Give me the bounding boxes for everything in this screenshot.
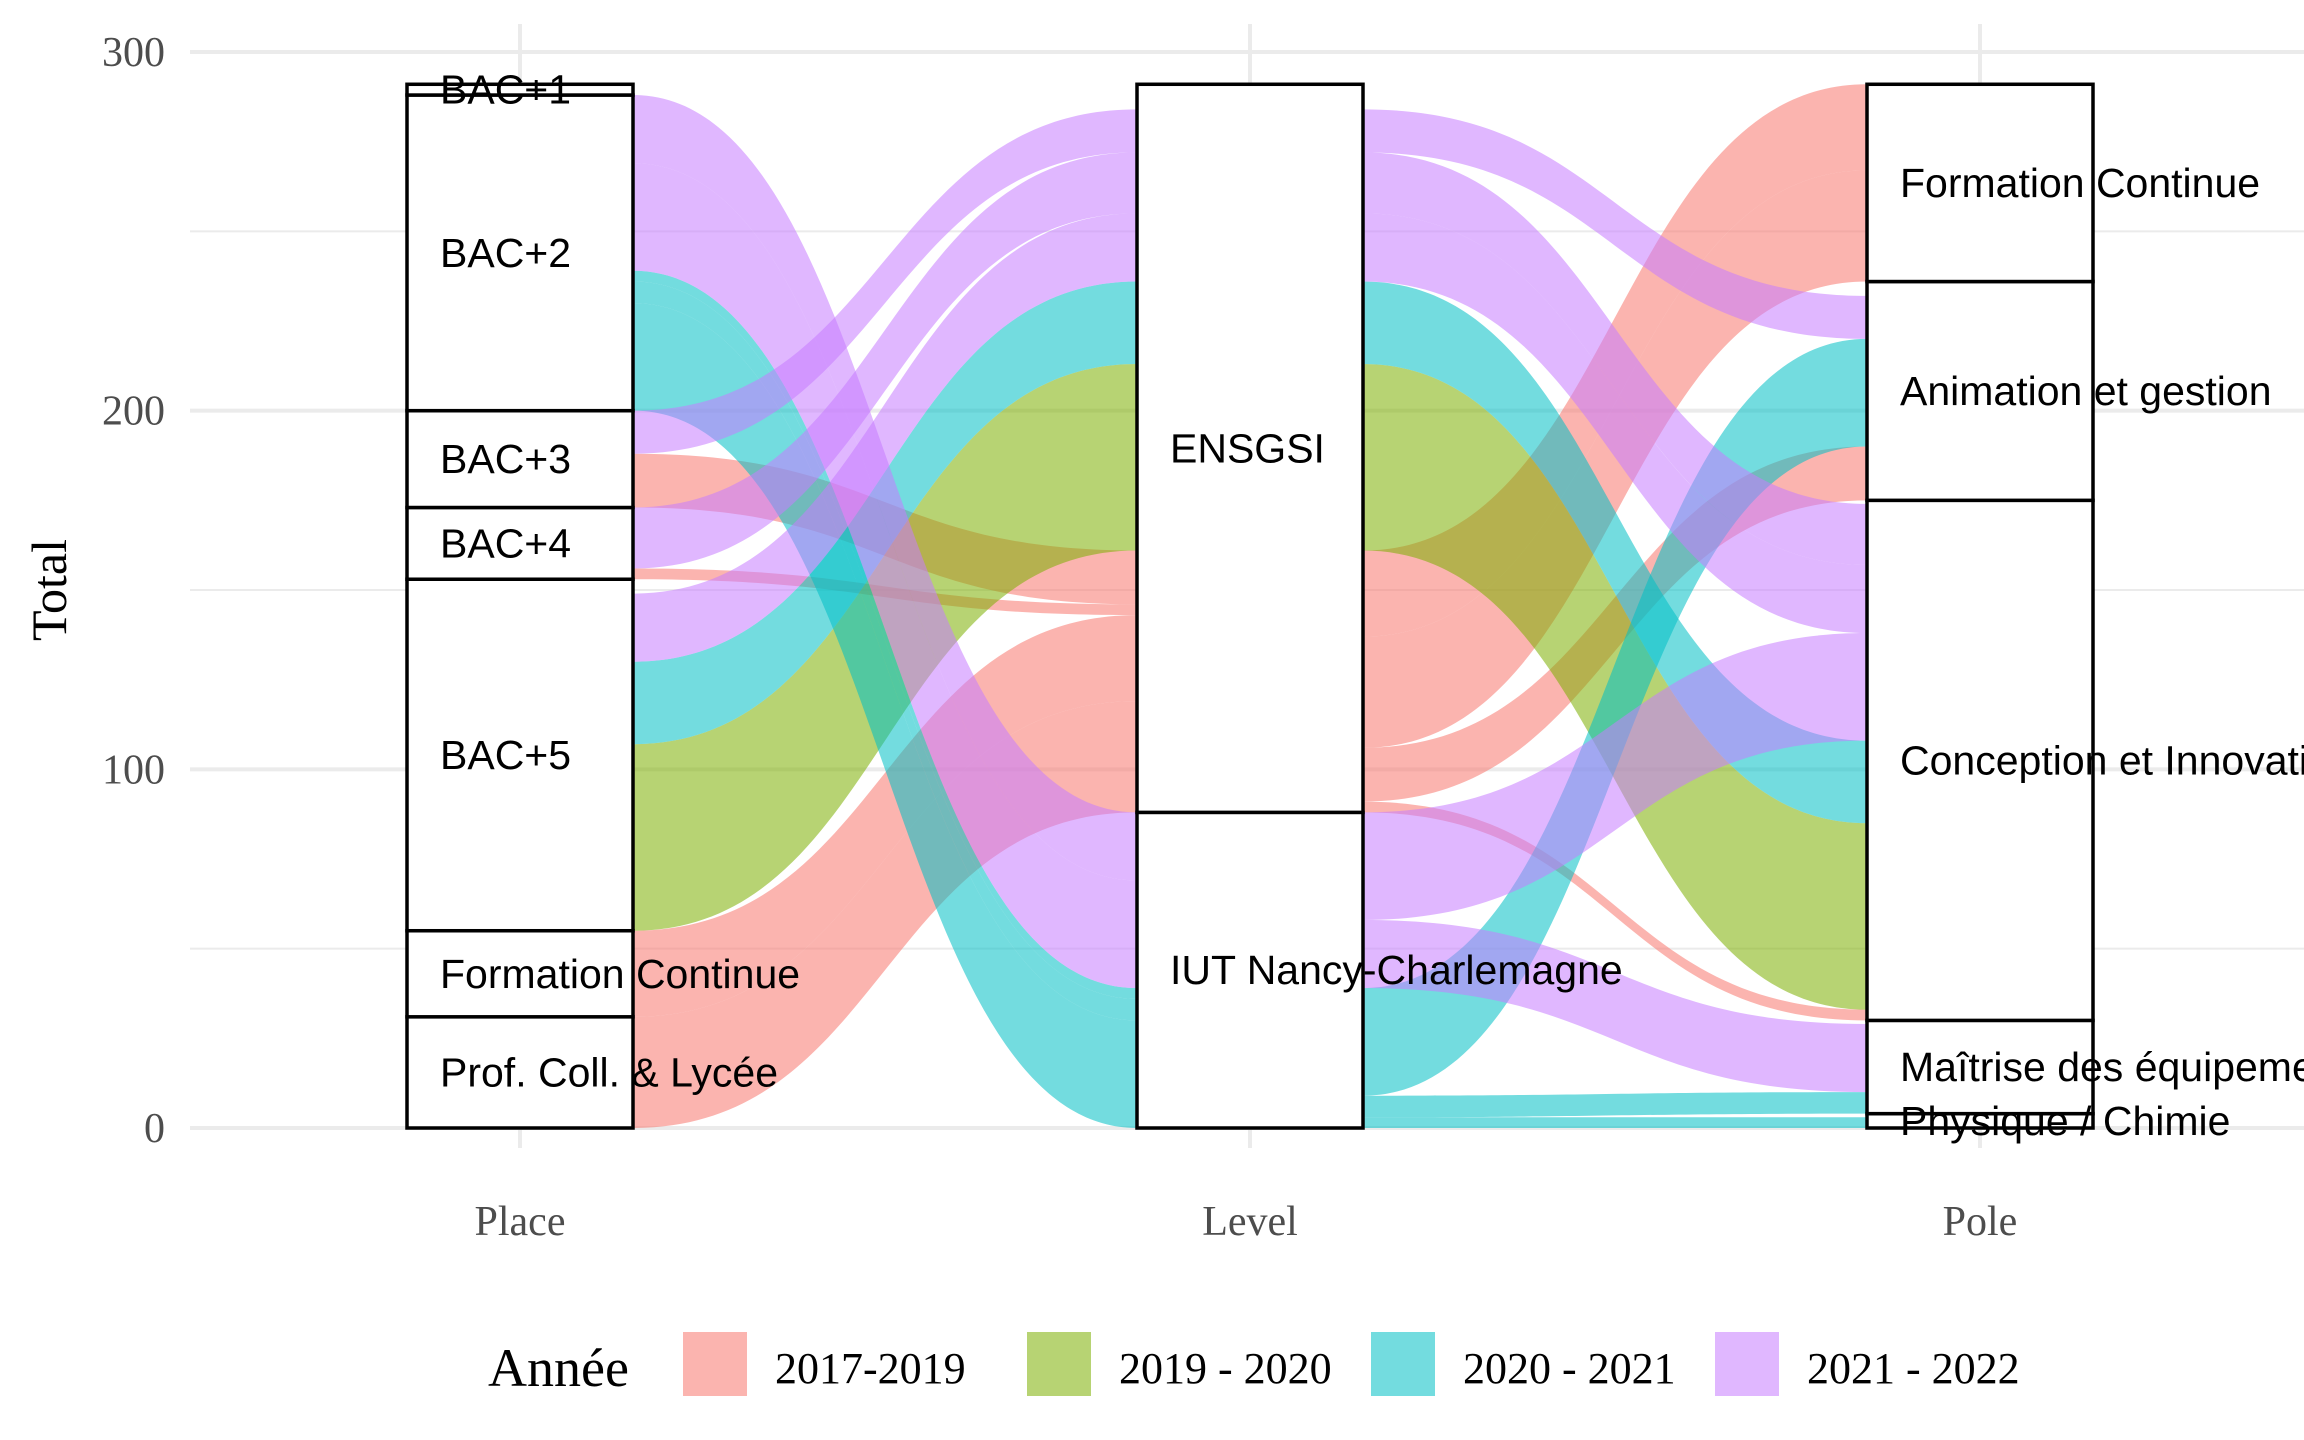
stratum-label-place-bac-3: BAC+3 (440, 436, 571, 482)
flow-2021-2022-bac-5-link-place-level (633, 213, 1137, 662)
stratum-label-pole-maitrise-des-equipements: Maîtrise des équipements (1900, 1044, 2304, 1090)
stratum-label-place-prof-coll-lycee: Prof. Coll. & Lycée (440, 1049, 778, 1095)
legend-label-2017-2019: 2017-2019 (775, 1344, 966, 1393)
stratum-label-level-ensgsi: ENSGSI (1170, 425, 1325, 471)
legend-swatch-2019-2020 (1027, 1332, 1091, 1396)
x-tick-label-pole: Pole (1943, 1199, 2018, 1245)
legend: Année 2017-2019 2019 - 2020 2020 - 2021 2021… (488, 1332, 2020, 1398)
legend-swatch-2021-2022 (1715, 1332, 1779, 1396)
flow-2017-2019-formation-continue-link-place-level (633, 615, 1137, 1017)
flow-2020-2021-bac-2-link-place-level (633, 281, 1137, 1021)
flow-2021-2022-bac-4-link-level-pole (1363, 152, 1867, 565)
flow-2021-2022-bac-2-link-place-level (633, 95, 1137, 881)
stratum-label-place-formation-continue: Formation Continue (440, 951, 800, 997)
x-tick-label-place: Place (475, 1199, 566, 1245)
y-tick-label: 200 (102, 389, 165, 435)
stratum-place-prof-coll-lycee (405, 1015, 635, 1130)
flow-2021-2022-bac-2-link-level-pole (1363, 919, 1867, 1093)
y-axis-label: Total (21, 539, 77, 641)
stratum-place-formation-continue (405, 928, 635, 1019)
flow-2020-2021-bac-2-link-place-level (633, 303, 1137, 1129)
flow-2021-2022-bac-3-link-level-pole (1363, 109, 1867, 339)
stratum-place-bac-4 (405, 505, 635, 581)
flow-2017-2019-bac-4-link-level-pole (1363, 801, 1867, 1021)
stratum-label-level-iut-nancy-charlemagne: IUT Nancy-Charlemagne (1170, 947, 1623, 993)
stratum-pole-maitrise-des-equipements (1865, 1018, 2095, 1116)
stratum-place-bac-3 (405, 408, 635, 510)
flow-2021-2022-bac-2-link-level-pole (1363, 633, 1867, 920)
stratum-label-place-bac-4: BAC+4 (440, 520, 571, 566)
stratum-label-pole-conception-et-innovation: Conception et Innovation (1900, 737, 2304, 783)
y-tick-label: 0 (144, 1106, 165, 1152)
legend-title: Année (488, 1338, 629, 1398)
stratum-pole-formation-continue (1865, 82, 2095, 284)
flow-2020-2021-bac-2-link-level-pole (1363, 1117, 1867, 1128)
y-tick-label: 300 (102, 30, 165, 76)
legend-label-2021-2022: 2021 - 2022 (1807, 1344, 2020, 1393)
flow-2021-2022-bac-3-link-place-level (633, 109, 1137, 454)
legend-swatch-2017-2019 (683, 1332, 747, 1396)
stratum-level-ensgsi (1135, 82, 1365, 815)
legend-label-2019-2020: 2019 - 2020 (1119, 1344, 1332, 1393)
stratum-pole-animation-et-gestion (1865, 279, 2095, 503)
flow-2021-2022-bac-4-link-place-level (633, 152, 1137, 569)
stratum-label-pole-formation-continue: Formation Continue (1900, 160, 2260, 206)
stratum-label-place-bac-5: BAC+5 (440, 732, 571, 778)
flow-2021-2022-bac-5-link-level-pole (1363, 213, 1867, 634)
legend-label-2020-2021: 2020 - 2021 (1463, 1344, 1676, 1393)
axes: 0 100 200 300 Place Level Pole Total (21, 30, 2017, 1245)
stratum-label-place-bac-1: BAC+1 (440, 67, 571, 113)
stratum-label-place-bac-2: BAC+2 (440, 230, 571, 276)
stratum-label-pole-animation-et-gestion: Animation et gestion (1900, 368, 2272, 414)
y-tick-label: 100 (102, 747, 165, 793)
stratum-labels: Prof. Coll. & Lycée Formation Continue BAC… (440, 67, 2304, 1144)
flow-2020-2021-bac-2-link-place-level (633, 270, 1137, 999)
flow-2020-2021-bac-5-link-level-pole (1363, 281, 1867, 824)
stratum-pole-conception-et-innovation (1865, 498, 2095, 1023)
stratum-label-pole-physique-chimie: Physique / Chimie (1900, 1098, 2230, 1144)
flow-2020-2021-bac-2-link-level-pole (1363, 338, 1867, 1096)
x-tick-label-level: Level (1202, 1199, 1298, 1245)
flow-2021-2022-bac-2-link-place-level (633, 163, 1137, 989)
strata (405, 82, 2095, 1130)
flow-2020-2021-bac-2-link-level-pole (1363, 1092, 1867, 1118)
legend-swatch-2020-2021 (1371, 1332, 1435, 1396)
stratum-place-bac-1 (405, 82, 635, 97)
stratum-level-iut-nancy-charlemagne (1135, 810, 1365, 1130)
